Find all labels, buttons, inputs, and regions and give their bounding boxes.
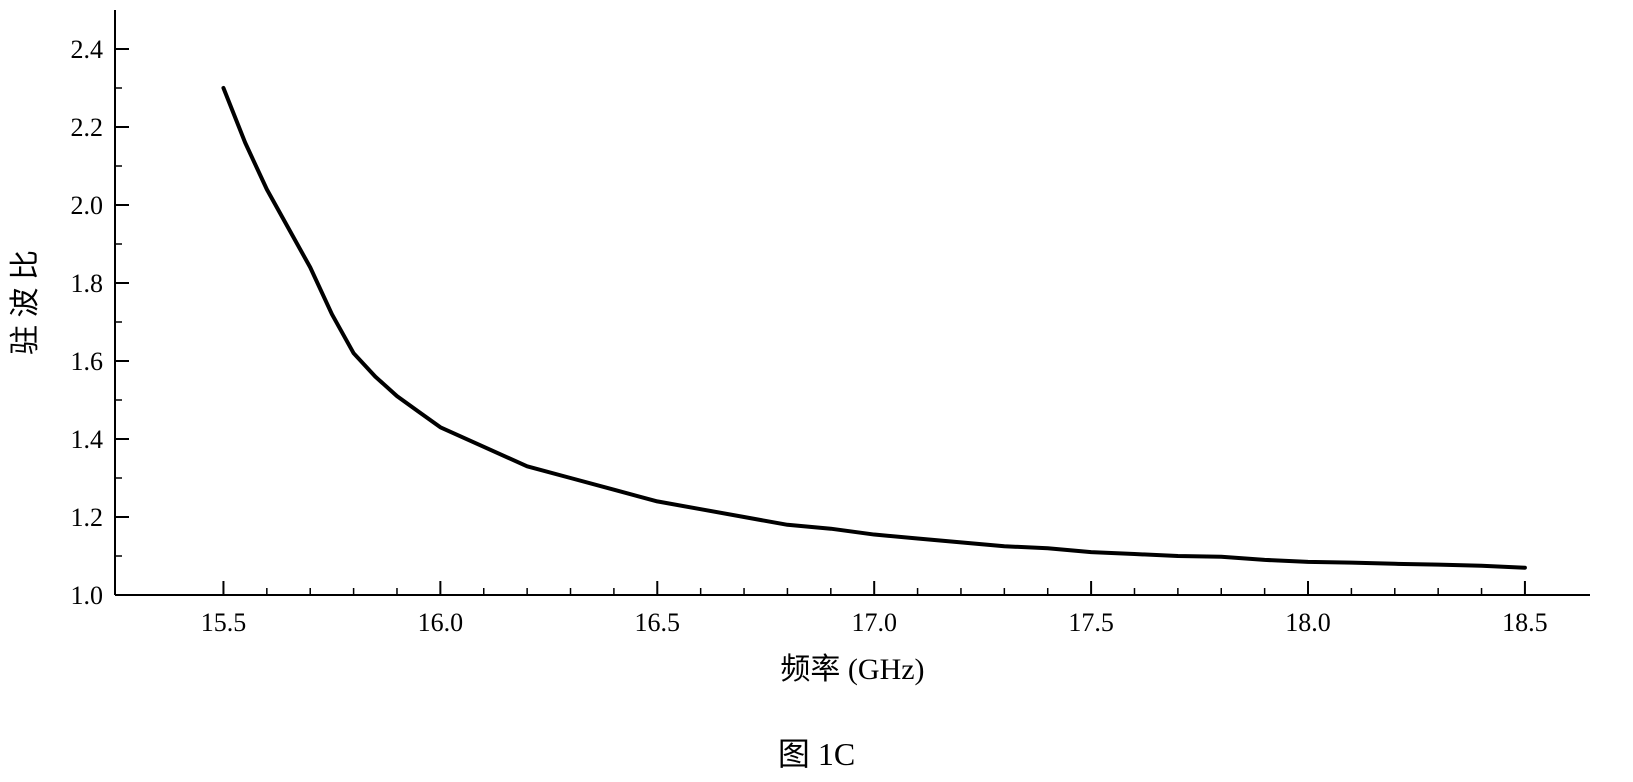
- svg-text:2.4: 2.4: [71, 35, 104, 64]
- chart-container: 15.5 16.0 16.5 17.0 17.5 18.0 18.5 1.0 1.2 1.4 1.6…: [0, 0, 1633, 782]
- svg-text:1.4: 1.4: [71, 425, 104, 454]
- svg-text:1.2: 1.2: [71, 503, 104, 532]
- figure-caption: 图 1C: [0, 729, 1633, 775]
- svg-text:2.0: 2.0: [71, 191, 104, 220]
- svg-text:18.5: 18.5: [1502, 608, 1548, 637]
- svg-text:17.5: 17.5: [1068, 608, 1114, 637]
- svg-text:1.6: 1.6: [71, 347, 104, 376]
- svg-text:16.0: 16.0: [418, 608, 464, 637]
- svg-text:1.8: 1.8: [71, 269, 104, 298]
- svg-text:频率 (GHz): 频率 (GHz): [780, 653, 924, 686]
- vswr-chart: 15.5 16.0 16.5 17.0 17.5 18.0 18.5 1.0 1.2 1.4 1.6…: [0, 0, 1633, 782]
- svg-text:驻 波 比: 驻 波 比: [9, 250, 42, 355]
- svg-text:17.0: 17.0: [851, 608, 897, 637]
- svg-text:16.5: 16.5: [635, 608, 681, 637]
- svg-text:1.0: 1.0: [71, 581, 104, 610]
- svg-text:2.2: 2.2: [71, 113, 104, 142]
- svg-text:15.5: 15.5: [201, 608, 247, 637]
- svg-text:18.0: 18.0: [1285, 608, 1331, 637]
